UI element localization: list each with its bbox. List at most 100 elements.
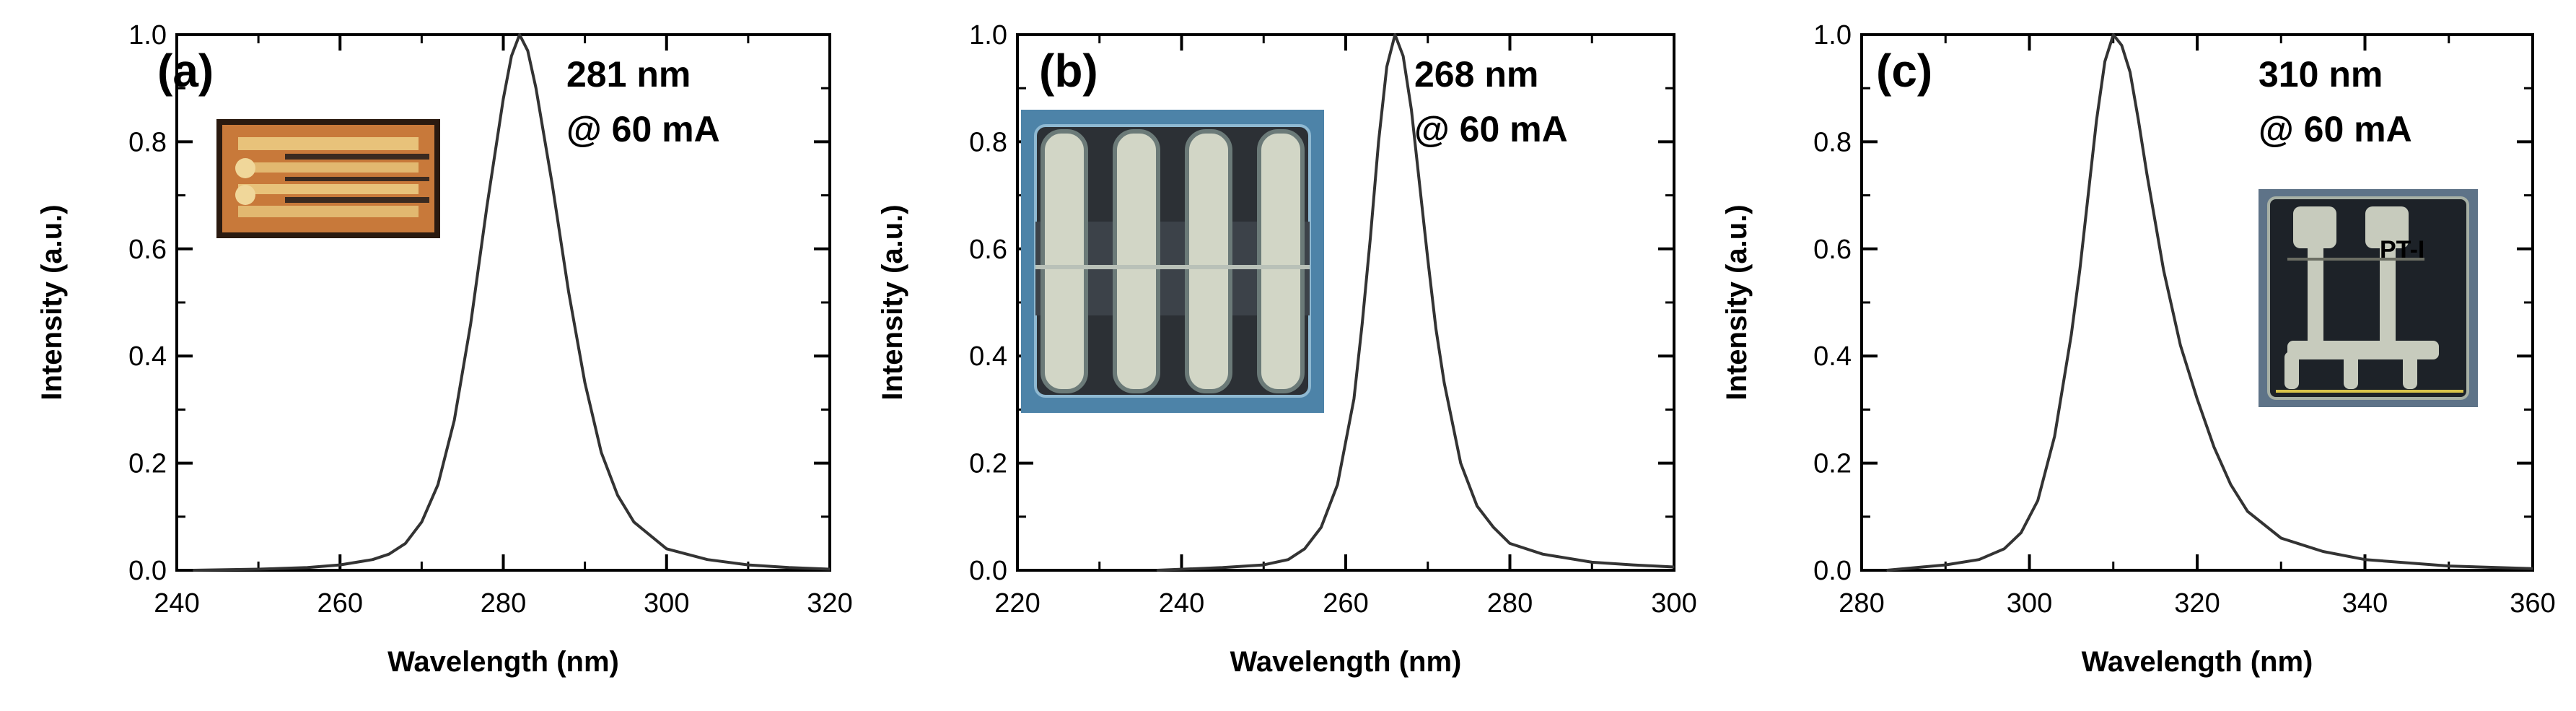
spectrum-point [527, 50, 529, 52]
spectrum-point [1427, 258, 1429, 261]
spectrum-point [2104, 61, 2106, 62]
spectrum-point [388, 553, 390, 555]
spectrum-point [2037, 500, 2038, 502]
spectrum-point [502, 98, 504, 100]
current-annotation: @ 60 mA [566, 109, 720, 149]
spectrum-point [339, 564, 341, 566]
spectrum-point [2054, 435, 2056, 437]
y-tick-label: 0.8 [1813, 127, 1852, 157]
x-axis-label: Wavelength (nm) [387, 646, 619, 678]
spectrum-point [1419, 183, 1421, 186]
spectrum-point [470, 323, 472, 325]
spectrum-point [748, 564, 749, 566]
inset-gap [285, 154, 429, 160]
spectrum-point [2196, 398, 2198, 400]
spectrum-point [2112, 34, 2114, 35]
spectrum-point [1492, 526, 1494, 528]
spectrum-point [535, 87, 537, 89]
y-axis-label: Intensity (a.u.) [36, 204, 68, 400]
spectrum-point [1402, 55, 1404, 57]
chart-body-c: 280 300 320 340 360 0.0 0.2 0.4 0.6 0.8 1.0 Wavelen… [1721, 20, 2556, 678]
spectrum-point [2179, 344, 2181, 346]
spectrum-point [258, 568, 259, 570]
spectrum-point [706, 559, 709, 560]
chart-body-b: 220 240 260 280 300 0.0 0.2 0.4 0.6 0.8 1.0 Wavelen… [877, 20, 1697, 678]
peak-wavelength-annotation: 281 nm [566, 54, 691, 95]
x-tick-label: 320 [2174, 588, 2220, 619]
y-tick-label: 0.2 [969, 449, 1007, 479]
spectrum-point [1411, 109, 1412, 110]
spectrum-point [1978, 559, 1980, 560]
chart-panel-b: 220 240 260 280 300 0.0 0.2 0.4 0.6 0.8 1.0 Wavelen… [859, 0, 1717, 711]
spectrum-point [192, 570, 194, 571]
chart-body-a: 240 260 280 300 320 0.0 0.2 0.4 0.6 0.8 1.0 Wavelen… [36, 20, 853, 678]
chart-panel-a: 240 260 280 300 320 0.0 0.2 0.4 0.6 0.8 1.0 Wavelen… [0, 0, 859, 711]
spectrum-point [1443, 382, 1445, 384]
spectrum-point [511, 55, 512, 57]
spectrum-point [600, 451, 603, 453]
inset-photo-b [1021, 110, 1324, 413]
spectrum-point [1377, 141, 1380, 143]
inset-finger [238, 137, 419, 150]
spectrum-point [307, 567, 308, 569]
spectrum-point [2246, 510, 2248, 512]
x-tick-label: 240 [154, 588, 199, 619]
y-axis-label: Intensity (a.u.) [1721, 204, 1753, 400]
chart-svg-a: 240 260 280 300 320 0.0 0.2 0.4 0.6 0.8 1.0 Wavelen… [36, 20, 853, 678]
inset-finger [2308, 240, 2323, 348]
spectrum-point [453, 419, 455, 422]
spectrum-point [1945, 564, 1947, 566]
x-tick-label: 280 [1487, 588, 1533, 619]
spectrum-point [551, 183, 553, 186]
current-annotation: @ 60 mA [2259, 109, 2412, 149]
inset-finger [2380, 240, 2396, 348]
spectrum-point [1304, 548, 1305, 550]
spectrum-point [568, 291, 569, 292]
spectrum-point [1886, 570, 1888, 571]
x-tick-label: 300 [2007, 588, 2052, 619]
spectrum-point [2137, 119, 2139, 121]
y-axis-label: Intensity (a.u.) [877, 204, 908, 400]
spectrum-point [1287, 559, 1289, 560]
spectrum-line [193, 33, 831, 572]
chart-svg-c: 280 300 320 340 360 0.0 0.2 0.4 0.6 0.8 1.0 Wavelen… [1721, 20, 2556, 678]
y-tick-label: 0.0 [969, 556, 1007, 586]
spectrum-line [1886, 33, 2533, 572]
y-tick-label: 0.6 [128, 235, 167, 265]
x-axis-label: Wavelength (nm) [2082, 646, 2313, 678]
y-tick-label: 0.6 [1813, 235, 1852, 265]
spectrum-point [2087, 194, 2089, 196]
inset-finger [1185, 129, 1232, 393]
spectrum-point [829, 568, 831, 570]
inset-finger [238, 206, 419, 217]
inset-pad [2365, 206, 2409, 248]
spectrum-point [519, 34, 520, 35]
spectrum-point [421, 521, 423, 523]
inset-photo-c [2259, 189, 2478, 407]
spectrum-point [1673, 566, 1675, 568]
spectrum-point [486, 205, 488, 207]
spectrum-point [1632, 564, 1634, 566]
spectrum-point [1263, 564, 1265, 566]
spectrum-point [2230, 484, 2232, 486]
inset-pad [235, 185, 255, 205]
y-tick-label: 0.2 [128, 449, 167, 479]
y-tick-label: 0.4 [969, 341, 1007, 372]
spectrum-point [372, 559, 374, 560]
chart-svg-b: 220 240 260 280 300 0.0 0.2 0.4 0.6 0.8 1.0 Wavelen… [877, 20, 1697, 678]
peak-wavelength-annotation: 310 nm [2259, 54, 2383, 95]
spectrum-point [2280, 537, 2282, 539]
spectrum-point [1460, 462, 1462, 464]
spectrum-point [1156, 570, 1158, 571]
panel-label: (b) [1039, 45, 1098, 97]
spectrum-point [2213, 446, 2215, 448]
spectrum-point [617, 494, 618, 496]
spectrum-point [2364, 559, 2366, 560]
spectrum-point [1320, 526, 1322, 528]
inset-finger [238, 184, 419, 194]
x-tick-label: 360 [2510, 588, 2555, 619]
inset-gap [285, 197, 429, 203]
y-tick-label: 0.8 [128, 127, 167, 157]
x-tick-label: 300 [644, 588, 689, 619]
inset-line [1035, 265, 1310, 269]
